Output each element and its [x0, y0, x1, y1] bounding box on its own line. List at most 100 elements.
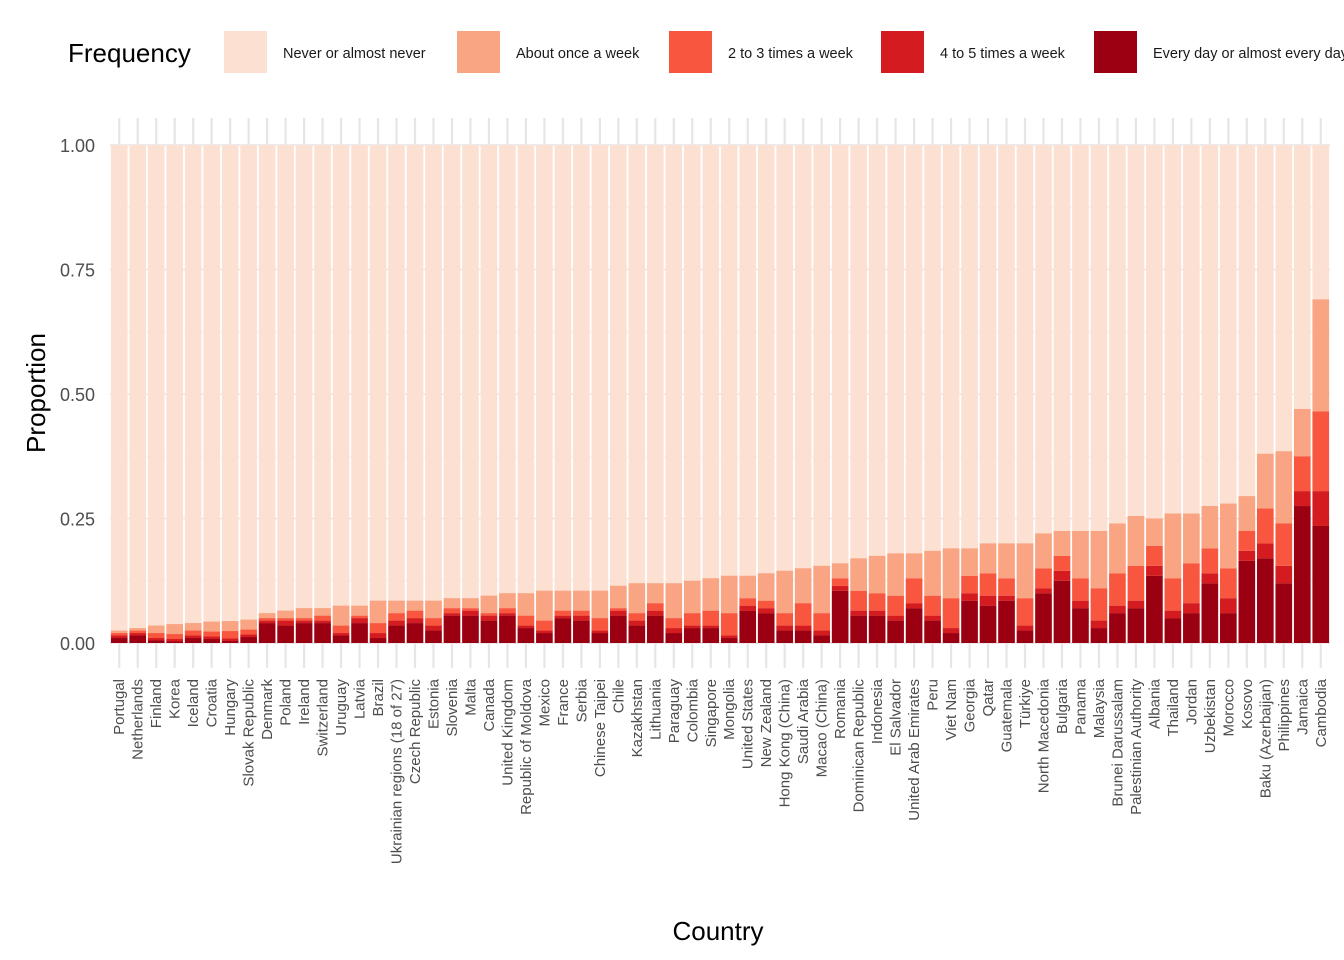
- bar-segment: [1238, 496, 1256, 531]
- bar-segment: [425, 618, 442, 626]
- bar-segment: [517, 625, 535, 629]
- bar-segment: [1016, 625, 1034, 631]
- bar-segment: [351, 605, 368, 616]
- bar-segment: [1183, 513, 1200, 564]
- bar-segment: [665, 628, 683, 634]
- x-tick-label: Ireland: [296, 679, 313, 725]
- legend-label: Every day or almost every day: [1153, 46, 1344, 62]
- bar-segment: [646, 583, 664, 604]
- bar-segment-never: [979, 145, 997, 643]
- bar-segment: [1183, 563, 1200, 604]
- bar-segment: [1238, 560, 1256, 643]
- x-tick-label: Chile: [610, 679, 627, 713]
- bar-segment: [462, 598, 479, 609]
- y-axis-title: Proportion: [21, 333, 51, 453]
- bar-segment: [757, 600, 775, 609]
- bar-segment: [147, 625, 165, 634]
- x-axis-title: Country: [672, 916, 763, 946]
- x-tick-label: Malaysia: [1091, 678, 1108, 738]
- bar-segment: [1072, 530, 1089, 579]
- x-tick-label: Brunei Darussalam: [1109, 679, 1126, 807]
- bar-segment: [905, 603, 923, 609]
- bar-segment: [683, 580, 701, 614]
- bar-segment: [277, 618, 294, 621]
- bar-segment: [406, 610, 424, 619]
- bar-segment: [905, 553, 923, 579]
- bar-segment: [536, 590, 553, 621]
- bar-segment: [1201, 583, 1219, 643]
- bar-segment: [1201, 548, 1219, 574]
- bar-segment: [702, 578, 720, 611]
- y-tick-label: 1.00: [60, 136, 95, 156]
- bar-segment-never: [868, 145, 886, 643]
- bar-segment-never: [905, 145, 923, 643]
- bar-segment: [166, 624, 184, 635]
- bar-segment: [499, 615, 516, 643]
- bar-segment-never: [961, 145, 978, 643]
- bar-segment-never: [517, 145, 535, 643]
- bar-segment: [887, 553, 904, 596]
- bar-segment: [332, 625, 350, 634]
- bar-segment: [1312, 491, 1330, 526]
- bar-segment: [536, 630, 553, 634]
- bar-segment: [1035, 533, 1052, 569]
- bar-segment: [277, 620, 294, 626]
- bar-segment: [979, 543, 997, 574]
- x-tick-label: Netherlands: [130, 679, 147, 760]
- bar-segment: [610, 610, 627, 616]
- x-tick-label: Switzerland: [315, 679, 332, 757]
- bar-segment: [1127, 565, 1145, 601]
- x-tick-label: Canada: [481, 678, 498, 731]
- bar-segment: [240, 634, 257, 638]
- bar-segment: [1072, 578, 1089, 601]
- x-tick-label: El Salvador: [888, 679, 905, 756]
- bar-segment: [1109, 605, 1126, 614]
- bar-segment: [221, 631, 239, 639]
- bar-segment-never: [998, 145, 1015, 643]
- x-tick-label: Kazakhstan: [629, 679, 646, 757]
- bar-segment: [1146, 565, 1163, 576]
- bar-segment: [166, 639, 184, 642]
- bar-segment: [1127, 608, 1145, 643]
- bar-segment: [406, 600, 424, 611]
- y-tick-label: 0.50: [60, 385, 95, 405]
- bar-segment: [517, 615, 535, 626]
- bar-segment-never: [813, 145, 830, 643]
- bar-segment: [1164, 578, 1182, 611]
- bar-segment: [203, 636, 220, 640]
- bar-segment: [166, 634, 184, 640]
- bar-segment: [979, 573, 997, 596]
- bar-segment: [1275, 451, 1293, 524]
- bar-segment: [1201, 573, 1219, 584]
- bar-segment: [831, 585, 849, 591]
- legend-label: About once a week: [516, 46, 640, 62]
- bar-segment-never: [702, 145, 720, 643]
- bar-segment: [129, 630, 147, 634]
- bar-segment: [610, 615, 627, 643]
- bar-segment: [1090, 628, 1108, 643]
- bar-segment: [868, 610, 886, 616]
- bar-segment: [129, 628, 147, 631]
- bar-segment: [203, 631, 220, 637]
- bar-segment: [1293, 506, 1311, 643]
- bar-segment: [850, 615, 867, 643]
- bar-segment: [813, 630, 830, 636]
- bar-segment: [1035, 568, 1052, 589]
- bar-segment: [332, 635, 350, 643]
- bar-segment: [388, 613, 405, 621]
- bar-segment: [517, 628, 535, 643]
- bar-segment: [1072, 608, 1089, 643]
- bar-segment: [924, 595, 941, 616]
- bar-segment-never: [1072, 145, 1089, 643]
- bar-segment-never: [221, 145, 239, 643]
- bar-segment: [443, 615, 461, 643]
- bar-segment: [295, 608, 313, 619]
- bar-segment: [942, 548, 960, 599]
- bar-segment-never: [720, 145, 738, 643]
- bar-segment-never: [129, 145, 147, 643]
- bar-segment: [1256, 508, 1274, 544]
- bar-segment: [110, 630, 128, 634]
- bar-segment: [1072, 600, 1089, 609]
- bar-segment: [369, 638, 387, 643]
- x-tick-label: Uzbekistan: [1202, 679, 1219, 753]
